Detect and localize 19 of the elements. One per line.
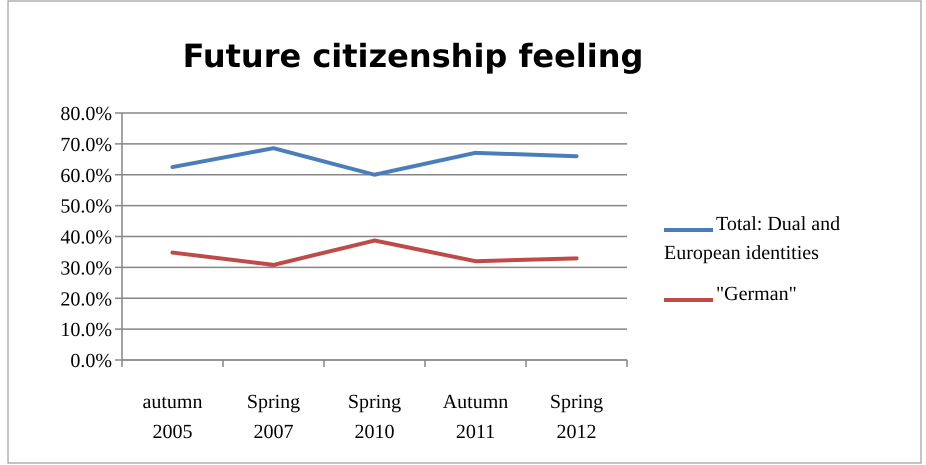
chart-title: Future citizenship feeling bbox=[182, 37, 644, 75]
y-tick-label: 30.0% bbox=[60, 257, 112, 280]
y-tick-label: 20.0% bbox=[60, 288, 112, 310]
line-series bbox=[170, 238, 578, 267]
legend-label: "German" bbox=[716, 283, 797, 305]
y-tick-label: 70.0% bbox=[60, 134, 112, 156]
y-tick-label: 60.0% bbox=[60, 164, 112, 187]
y-tick-label: 40.0% bbox=[60, 226, 112, 248]
y-tick-label: 0.0% bbox=[70, 350, 112, 372]
x-tick-label: Spring 2010 bbox=[348, 391, 402, 443]
x-tick-label: Autumn 2011 bbox=[442, 391, 508, 443]
legend-label: Total: Dual and European identities bbox=[664, 213, 840, 264]
x-tick-label: Spring 2012 bbox=[550, 391, 604, 443]
x-tick-label: Spring 2007 bbox=[246, 391, 300, 443]
y-tick-label: 50.0% bbox=[60, 196, 112, 218]
y-tick-label: 10.0% bbox=[60, 319, 112, 342]
line-series bbox=[170, 146, 578, 177]
x-tick-label: autumn 2005 bbox=[142, 391, 202, 443]
y-tick-label: 80.0% bbox=[60, 103, 112, 125]
